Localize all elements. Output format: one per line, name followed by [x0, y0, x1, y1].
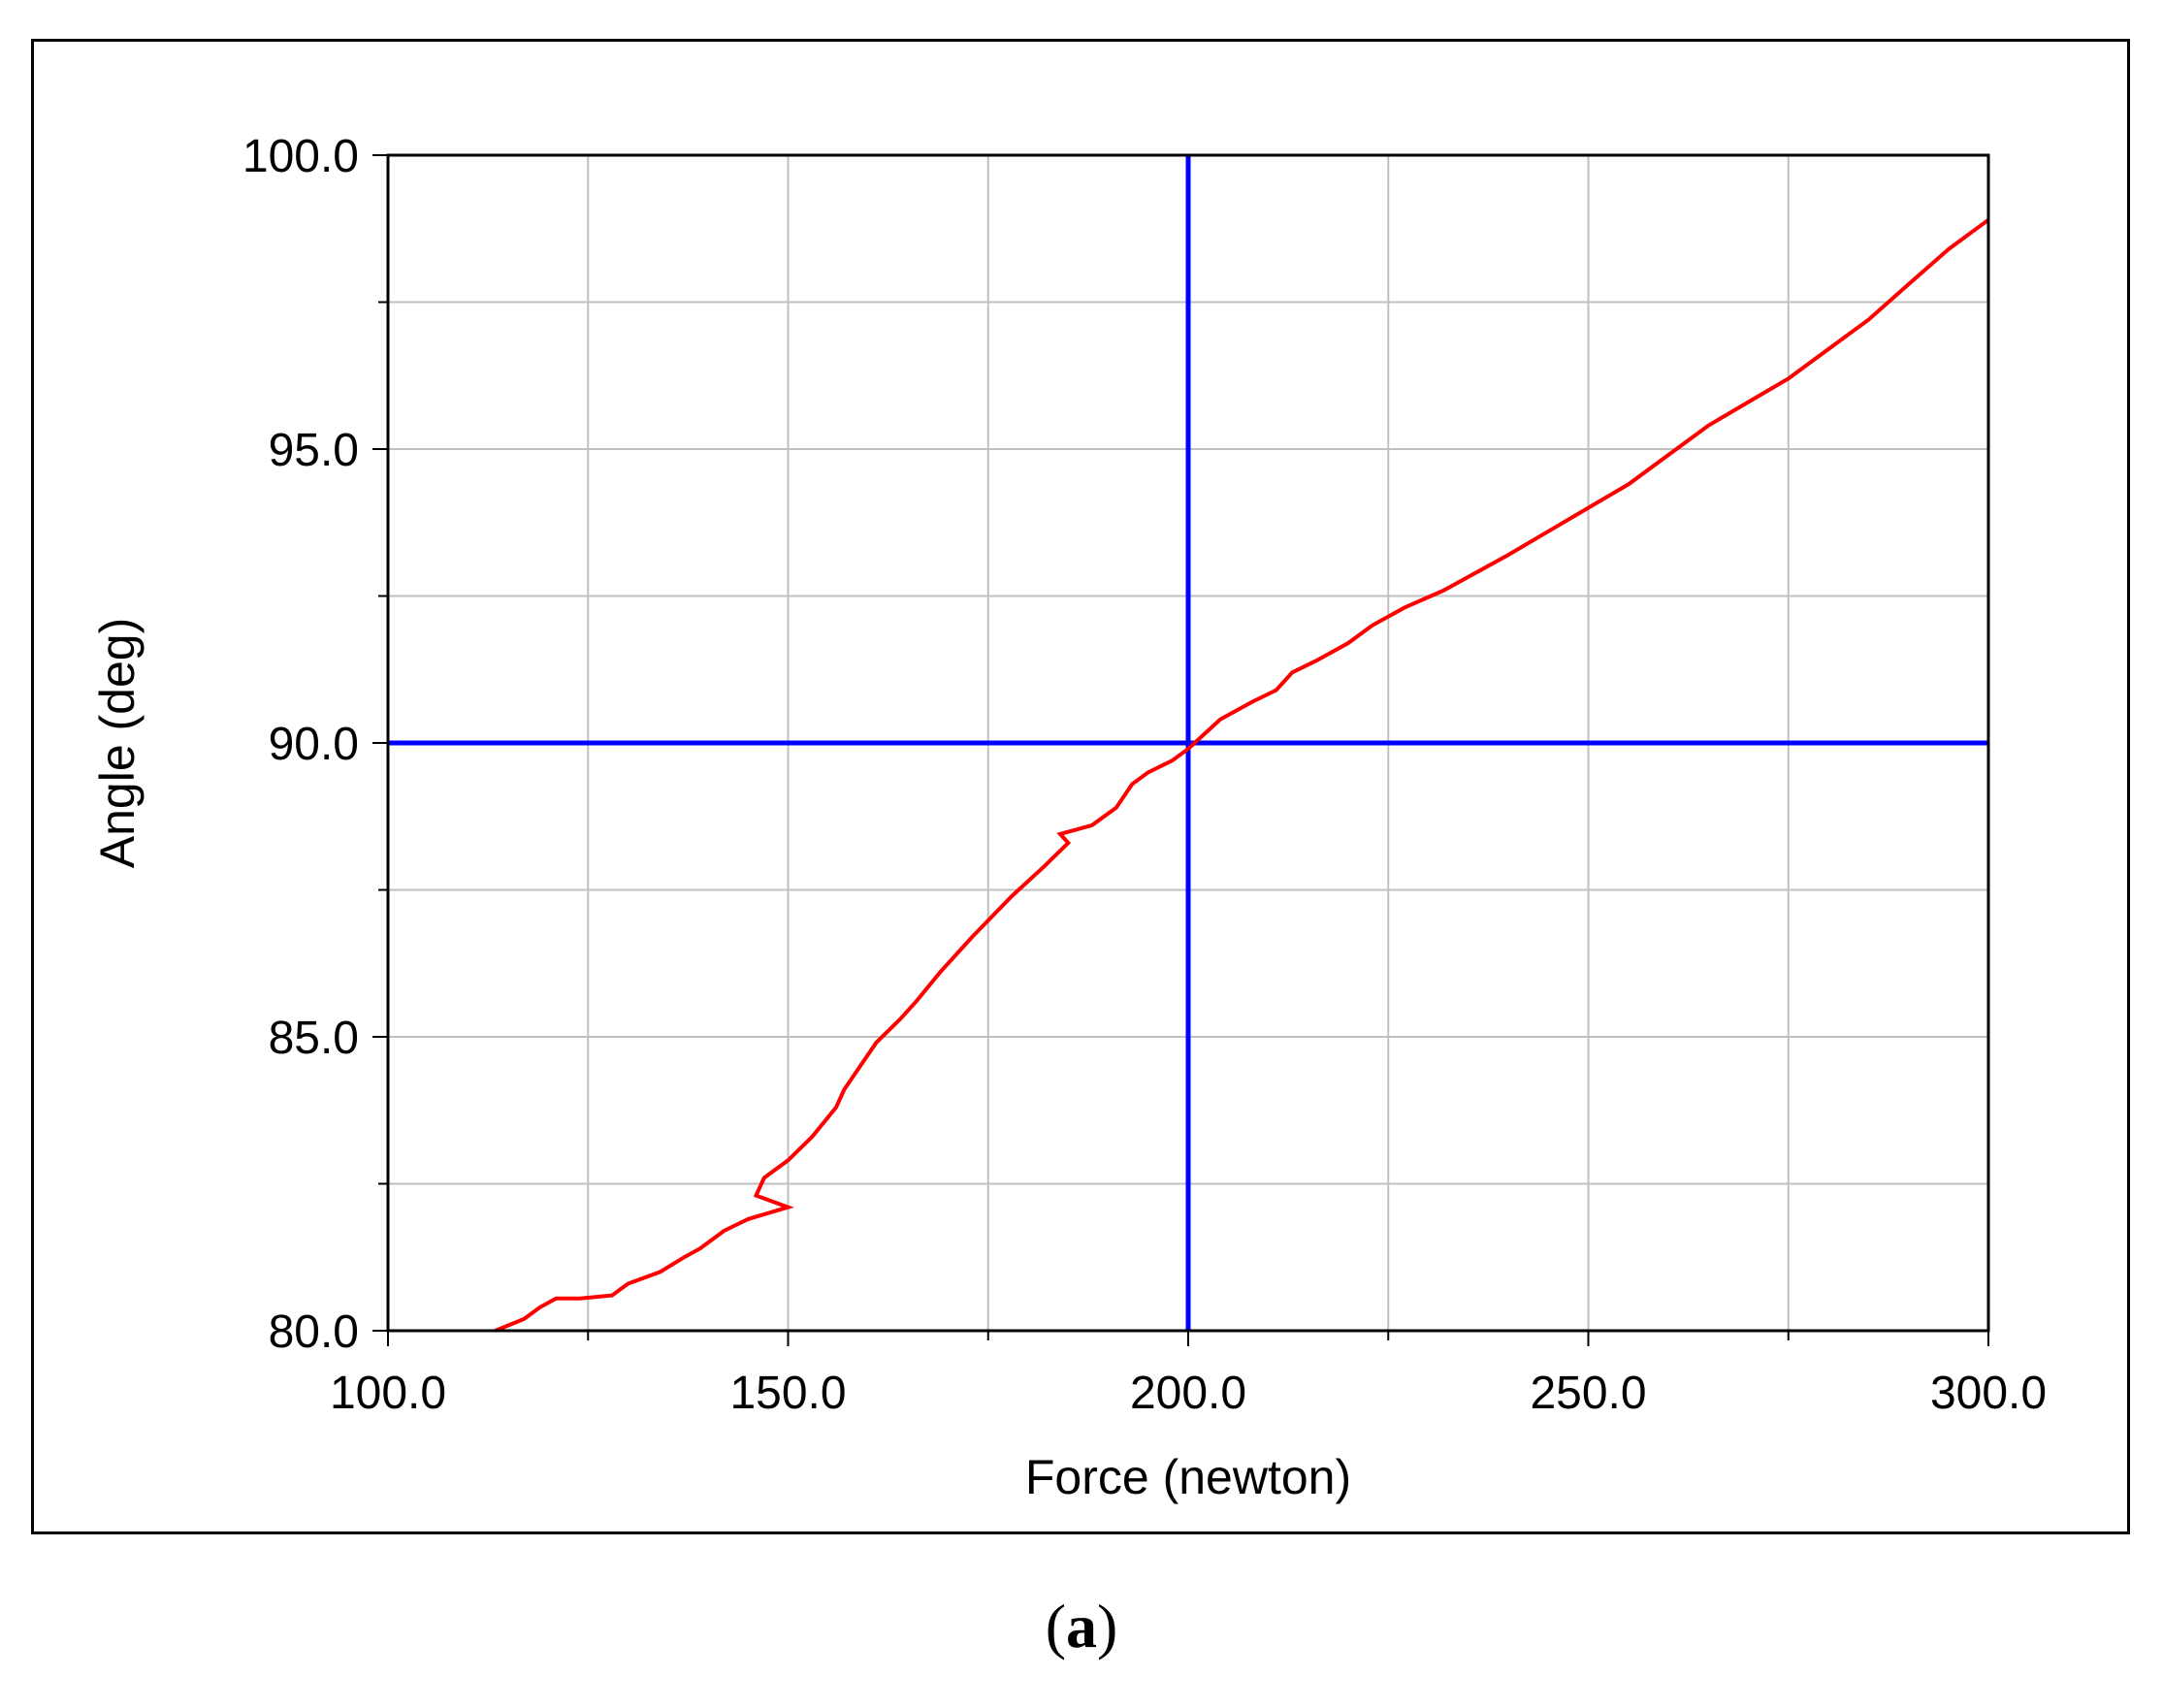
x-axis-title: Force (newton): [1025, 1450, 1351, 1504]
tick-labels: 100.0 150.0 200.0 250.0 300.0 80.0 85.0 90.0 95.…: [242, 131, 2047, 1419]
x-tick-label: 300.0: [1930, 1368, 2047, 1419]
panel-label-letter: a: [1066, 1592, 1097, 1660]
y-tick-label: 95.0: [269, 425, 359, 476]
series-line: [494, 218, 1990, 1333]
y-tick-label: 90.0: [269, 719, 359, 770]
x-tick-label: 150.0: [729, 1368, 846, 1419]
figure-frame: [31, 39, 2130, 1534]
y-axis-title: Angle (deg): [90, 618, 145, 869]
x-tick-label: 250.0: [1530, 1368, 1646, 1419]
x-tick-label: 100.0: [330, 1368, 446, 1419]
x-tick-label: 200.0: [1130, 1368, 1246, 1419]
axis-ticks: [372, 154, 1989, 1346]
y-tick-label: 100.0: [242, 131, 359, 182]
y-tick-label: 80.0: [269, 1306, 359, 1358]
reference-lines: [388, 155, 1988, 1331]
series-layer: [494, 218, 1990, 1333]
panel-label: (a): [1045, 1592, 1118, 1660]
y-tick-label: 85.0: [269, 1013, 359, 1064]
